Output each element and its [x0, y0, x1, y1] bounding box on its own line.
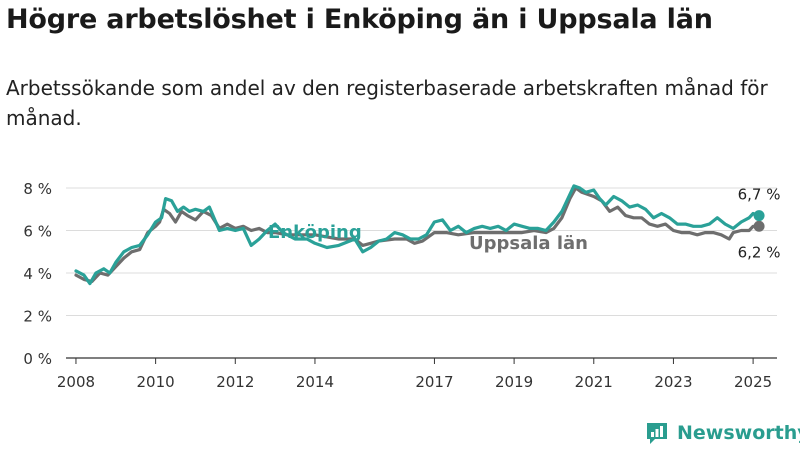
chart-subtitle: Arbetssökande som andel av den registerb…: [6, 76, 768, 130]
end-markers: 6,2 % 6,7 %: [738, 186, 781, 262]
x-tick-label: 2025: [734, 373, 772, 391]
end-value-label-enkoping: 6,7 %: [738, 186, 781, 204]
y-tick-label: 6 %: [23, 223, 52, 241]
end-value-label-uppsala-lan: 6,2 %: [738, 243, 781, 261]
y-tick-label: 8 %: [23, 180, 52, 198]
y-tick-label: 0 %: [23, 350, 52, 368]
end-point-enkoping: [753, 210, 765, 222]
x-tick-label: 2021: [575, 373, 613, 391]
x-axis-ticks: 2008 2010 2012 2014 2017 2019 2021 2023 2025: [57, 358, 772, 391]
x-tick-label: 2019: [495, 373, 533, 391]
x-tick-label: 2012: [216, 373, 254, 391]
series-label-uppsala: Uppsala län: [469, 233, 588, 254]
x-tick-label: 2017: [415, 373, 453, 391]
x-tick-label: 2023: [654, 373, 692, 391]
end-point-uppsala-lan: [753, 220, 765, 232]
y-tick-label: 4 %: [23, 265, 52, 283]
gridlines: 0 % 2 % 4 % 6 % 8 %: [23, 180, 777, 368]
x-tick-label: 2010: [137, 373, 175, 391]
unemployment-line-chart: 0 % 2 % 4 % 6 % 8 % 2008 2010 2012 2014 2017 2019…: [23, 180, 781, 391]
series-line-uppsala-lan: [74, 186, 761, 284]
series-lines: [74, 184, 761, 286]
chart-title: Högre arbetslöshet i Enköping än i Uppsa…: [6, 4, 713, 35]
series-line-enkoping: [74, 184, 761, 286]
newsworthy-logo-icon: [647, 423, 667, 444]
series-label-enkoping: Enköping: [268, 222, 362, 243]
y-tick-label: 2 %: [23, 308, 52, 326]
x-tick-label: 2008: [57, 373, 95, 391]
x-tick-label: 2014: [296, 373, 334, 391]
newsworthy-brand: Newsworthy: [644, 420, 800, 446]
brand-name: Newsworthy: [677, 422, 800, 444]
